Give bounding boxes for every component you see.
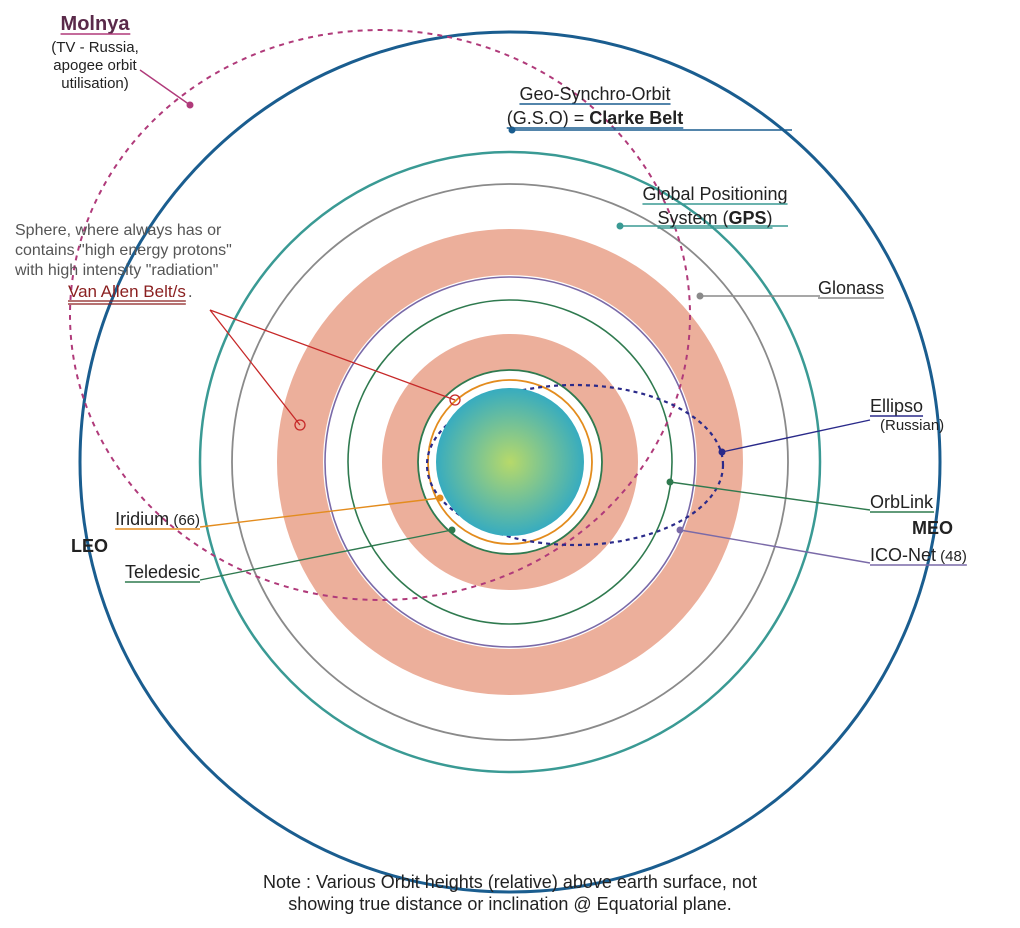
label-va-2: contains "high energy protons"	[15, 242, 232, 259]
label-ellipso-sub: (Russian)	[880, 417, 944, 434]
note-1: Note : Various Orbit heights (relative) …	[263, 872, 757, 892]
leader-dot-ellipso	[719, 449, 726, 456]
orbit-diagram: Molnya (TV - Russia,apogee orbitutilisati…	[0, 0, 1020, 928]
label-va-dot: .	[188, 282, 193, 301]
label-meo: MEO	[912, 518, 953, 538]
leader-dot-iconet	[677, 527, 684, 534]
leader-dot-teledesic	[449, 527, 456, 534]
leader-molnya	[140, 70, 190, 105]
label-orblink: OrbLink	[870, 492, 934, 512]
label-molnya-sub1: (TV - Russia,	[51, 39, 139, 56]
label-leo: LEO	[71, 536, 108, 556]
label-va-3: with high intensity "radiation"	[14, 262, 218, 279]
leader-ellipso	[722, 420, 870, 452]
label-molnya-title: Molnya	[61, 13, 131, 35]
va-line-1	[210, 310, 300, 425]
label-molnya-sub2: apogee orbit	[53, 57, 137, 74]
leader-dot-gps	[617, 223, 624, 230]
label-va-name: Van Allen Belt/s	[68, 282, 186, 301]
label-iconet: ICO-Net (48)	[870, 545, 967, 565]
label-teledesic: Teledesic	[125, 562, 200, 582]
label-gso-2: (G.S.O) = Clarke Belt	[507, 108, 684, 128]
leader-dot-iridium	[437, 495, 444, 502]
label-ellipso: Ellipso	[870, 396, 923, 416]
leader-dot-orblink	[667, 479, 674, 486]
note-2: showing true distance or inclination @ E…	[288, 894, 732, 914]
label-molnya-sub3: utilisation)	[61, 75, 129, 92]
label-gps-2: System (GPS)	[657, 208, 772, 228]
earth	[436, 388, 584, 536]
leader-dot-glonass	[697, 293, 704, 300]
label-va-1: Sphere, where always has or	[15, 222, 222, 239]
label-gps-1: Global Positioning	[642, 184, 787, 204]
label-iridium: Iridium (66)	[115, 509, 200, 529]
label-glonass: Glonass	[818, 278, 884, 298]
label-gso-1: Geo-Synchro-Orbit	[519, 84, 670, 104]
leader-dot-molnya	[187, 102, 194, 109]
